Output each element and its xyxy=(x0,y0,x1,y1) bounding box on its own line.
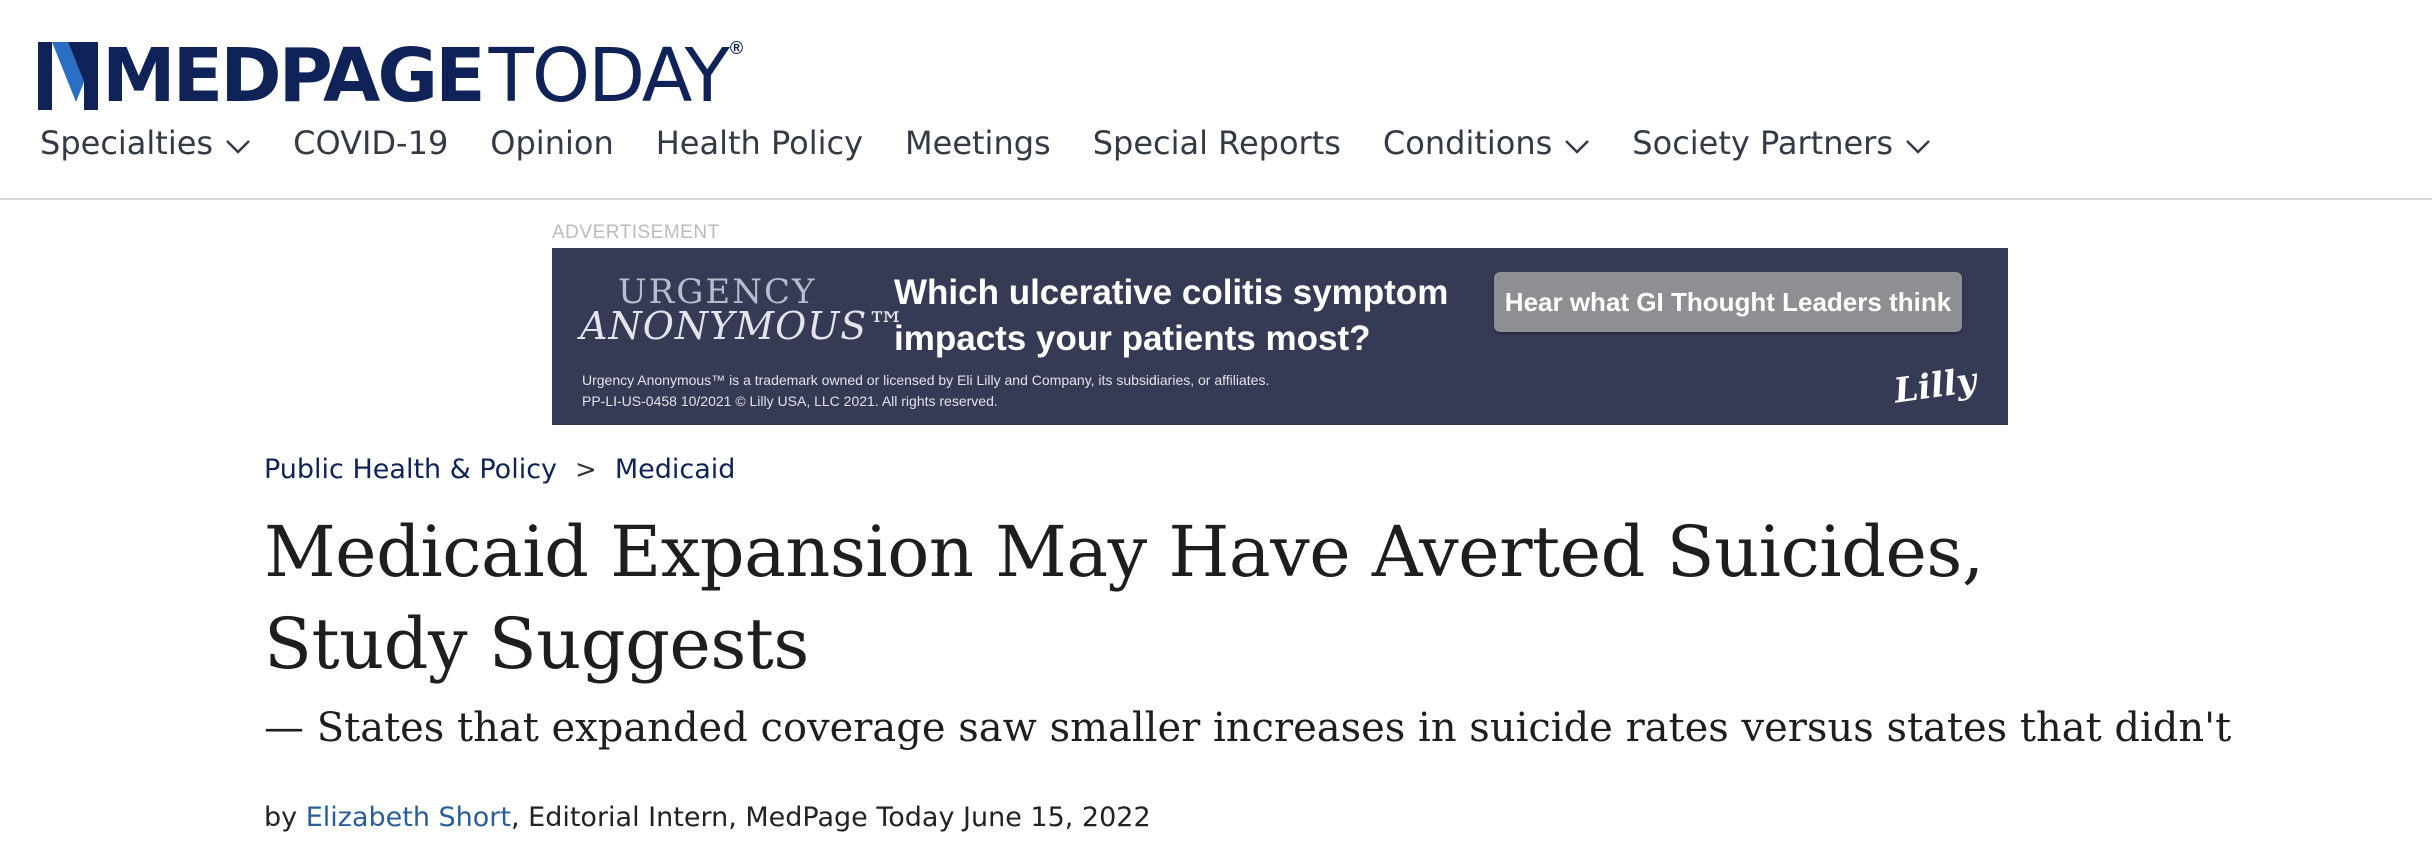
nav-item-conditions[interactable]: Conditions xyxy=(1383,124,1590,162)
main-nav: Specialties COVID-19 Opinion Health Poli… xyxy=(40,124,1973,162)
nav-item-specialties[interactable]: Specialties xyxy=(40,124,251,162)
ad-banner[interactable]: URGENCY ANONYMOUS™ Which ulcerative coli… xyxy=(552,248,2008,425)
nav-label: Special Reports xyxy=(1092,124,1341,162)
nav-item-health-policy[interactable]: Health Policy xyxy=(656,124,863,162)
nav-item-special-reports[interactable]: Special Reports xyxy=(1093,124,1341,162)
nav-label: Health Policy xyxy=(655,124,864,162)
ad-cta-button[interactable]: Hear what GI Thought Leaders think xyxy=(1494,272,1962,332)
ad-fine-print-line: Urgency Anonymous™ is a trademark owned … xyxy=(582,372,1270,388)
nav-item-meetings[interactable]: Meetings xyxy=(905,124,1051,162)
article-subheadline: — States that expanded coverage saw smal… xyxy=(264,705,2232,751)
ad-fine-print: Urgency Anonymous™ is a trademark owned … xyxy=(582,370,1269,412)
ad-fine-print-line: PP-LI-US-0458 10/2021 © Lilly USA, LLC 2… xyxy=(582,393,998,409)
breadcrumb-medicaid[interactable]: Medicaid xyxy=(614,454,736,485)
chevron-down-icon xyxy=(1565,140,1590,154)
logo-registered-mark: ® xyxy=(729,38,744,58)
publish-date: June 15, 2022 xyxy=(963,802,1151,833)
ad-headline: Which ulcerative colitis symptom impacts… xyxy=(894,273,1449,358)
byline-role: , Editorial Intern, MedPage Today xyxy=(510,802,964,833)
breadcrumb: Public Health & Policy > Medicaid xyxy=(264,454,735,485)
medpage-today-logo[interactable]: MEDPAGE TODAY ® xyxy=(38,30,744,119)
site-header: MEDPAGE TODAY ® Specialties COVID-19 Opi… xyxy=(0,0,2432,200)
ad-brand-urgency: URGENCY xyxy=(618,272,817,312)
nav-label: Opinion xyxy=(490,124,614,162)
nav-label: Specialties xyxy=(40,124,214,162)
breadcrumb-public-health-policy[interactable]: Public Health & Policy xyxy=(264,454,558,485)
nav-label: Society Partners xyxy=(1632,124,1893,162)
article-title: Medicaid Expansion May Have Averted Suic… xyxy=(264,511,1984,685)
chevron-down-icon xyxy=(1906,140,1930,154)
nav-item-society-partners[interactable]: Society Partners xyxy=(1632,124,1931,162)
nav-label: Meetings xyxy=(905,124,1051,162)
article-byline: by Elizabeth Short, Editorial Intern, Me… xyxy=(264,802,1151,833)
ad-brand-anonymous: ANONYMOUS™ xyxy=(580,304,907,348)
author-link[interactable]: Elizabeth Short xyxy=(305,802,511,833)
nav-item-covid-19[interactable]: COVID-19 xyxy=(293,124,448,162)
logo-m-mark-icon xyxy=(38,42,98,110)
nav-item-opinion[interactable]: Opinion xyxy=(490,124,613,162)
nav-label: Conditions xyxy=(1382,124,1553,162)
nav-label: COVID-19 xyxy=(293,124,449,162)
advertisement-label: ADVERTISEMENT xyxy=(552,222,720,243)
byline-prefix: by xyxy=(264,802,306,833)
logo-text-today: TODAY xyxy=(488,33,730,119)
breadcrumb-separator: > xyxy=(575,454,597,485)
ad-sponsor-logo: Lilly xyxy=(1891,360,1979,412)
chevron-down-icon xyxy=(226,140,250,154)
logo-text-medpage: MEDPAGE xyxy=(102,33,486,119)
